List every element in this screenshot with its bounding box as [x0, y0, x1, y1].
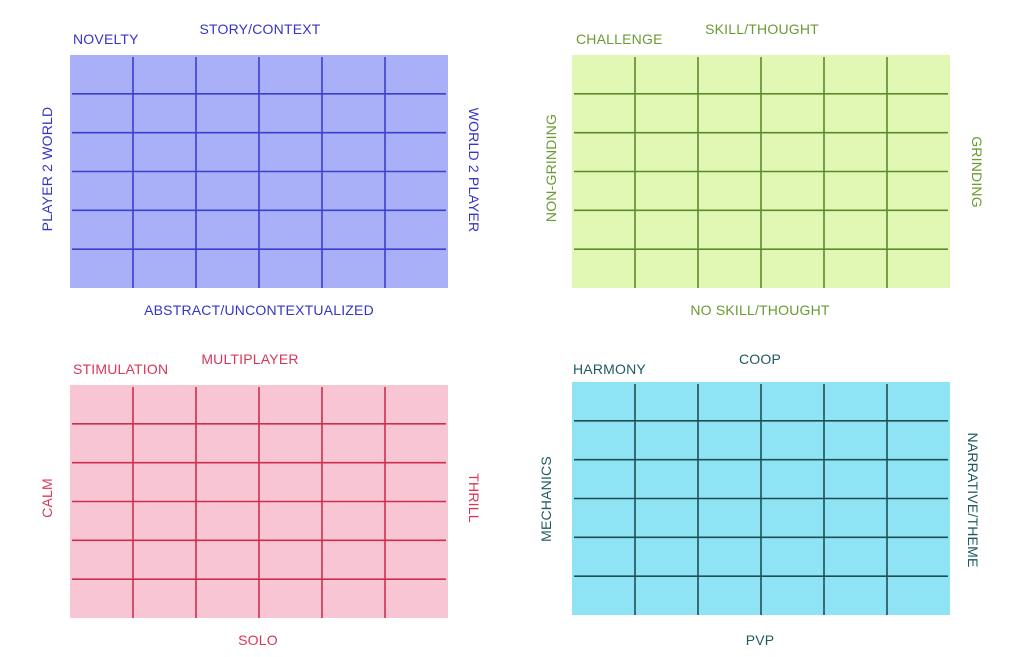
- top-axis-label: STORY/CONTEXT: [199, 21, 320, 37]
- right-axis-label: THRILL: [466, 473, 482, 522]
- corner-label: NOVELTY: [73, 31, 139, 47]
- corner-label: STIMULATION: [73, 361, 168, 377]
- bottom-axis-label: ABSTRACT/UNCONTEXTUALIZED: [144, 302, 374, 318]
- bottom-axis-label: SOLO: [238, 632, 278, 648]
- left-axis-label: PLAYER 2 WORLD: [39, 107, 55, 232]
- quadrant-stimulation: STIMULATION MULTIPLAYER SOLO CALM THRILL: [39, 351, 482, 648]
- right-axis-label: GRINDING: [969, 136, 985, 208]
- corner-label: CHALLENGE: [576, 31, 663, 47]
- quadrant-novelty: NOVELTY STORY/CONTEXT ABSTRACT/UNCONTEXT…: [39, 21, 482, 318]
- top-axis-label: COOP: [739, 351, 781, 367]
- bottom-axis-label: NO SKILL/THOUGHT: [690, 302, 830, 318]
- left-axis-label: CALM: [39, 478, 55, 518]
- corner-label: HARMONY: [573, 361, 646, 377]
- grid-lines: [72, 57, 446, 288]
- right-axis-label: NARRATIVE/THEME: [965, 433, 981, 568]
- bottom-axis-label: PVP: [746, 632, 775, 648]
- left-axis-label: MECHANICS: [538, 456, 554, 542]
- right-axis-label: WORLD 2 PLAYER: [466, 108, 482, 233]
- quadrant-harmony: HARMONY COOP PVP MECHANICS NARRATIVE/THE…: [538, 351, 981, 648]
- left-axis-label: NON-GRINDING: [543, 114, 559, 222]
- grid-lines: [574, 57, 948, 288]
- top-axis-label: MULTIPLAYER: [201, 351, 298, 367]
- grid-lines: [72, 387, 446, 618]
- top-axis-label: SKILL/THOUGHT: [705, 21, 819, 37]
- grid-lines: [574, 384, 948, 615]
- quadrant-challenge: CHALLENGE SKILL/THOUGHT NO SKILL/THOUGHT…: [543, 21, 985, 318]
